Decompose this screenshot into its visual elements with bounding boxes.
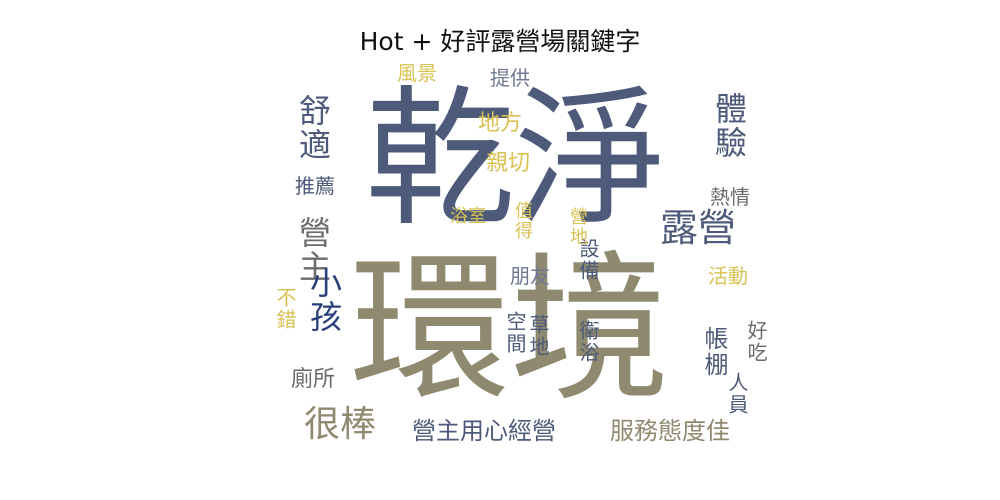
word-17: 熱情 (710, 185, 750, 209)
word-18: 朋友 (510, 264, 550, 288)
word-24: 草地 (526, 314, 550, 358)
word-15: 提供 (490, 66, 530, 90)
word-16: 風景 (397, 61, 437, 85)
word-4: 舒適 (294, 94, 332, 162)
word-19: 活動 (708, 264, 748, 288)
word-2: 露營 (659, 206, 737, 250)
word-8: 營主用心經營 (412, 417, 556, 445)
word-20: 人員 (725, 372, 749, 416)
word-14: 地方 (477, 111, 523, 136)
word-1: 環境 (349, 236, 671, 423)
word-6: 體驗 (710, 92, 748, 160)
word-10: 帳棚 (700, 326, 728, 378)
word-11: 親切 (485, 151, 531, 176)
word-27: 營地 (567, 207, 588, 247)
word-0: 乾淨 (364, 73, 666, 247)
word-9: 服務態度佳 (610, 417, 730, 445)
word-29: 浴室 (450, 206, 486, 227)
word-21: 好吃 (744, 320, 768, 364)
word-5: 營主 (294, 216, 332, 284)
word-13: 廁所 (290, 367, 336, 392)
word-25: 衛浴 (576, 320, 600, 364)
word-26: 設備 (576, 238, 600, 282)
chart-title: Hot + 好評露營場關鍵字 (359, 27, 641, 56)
word-23: 空間 (503, 311, 527, 355)
word-22: 不錯 (273, 287, 297, 331)
word-28: 值得 (512, 201, 533, 241)
word-7: 小孩 (305, 266, 343, 334)
word-3: 很棒 (303, 404, 377, 445)
word-12: 推薦 (295, 174, 335, 198)
